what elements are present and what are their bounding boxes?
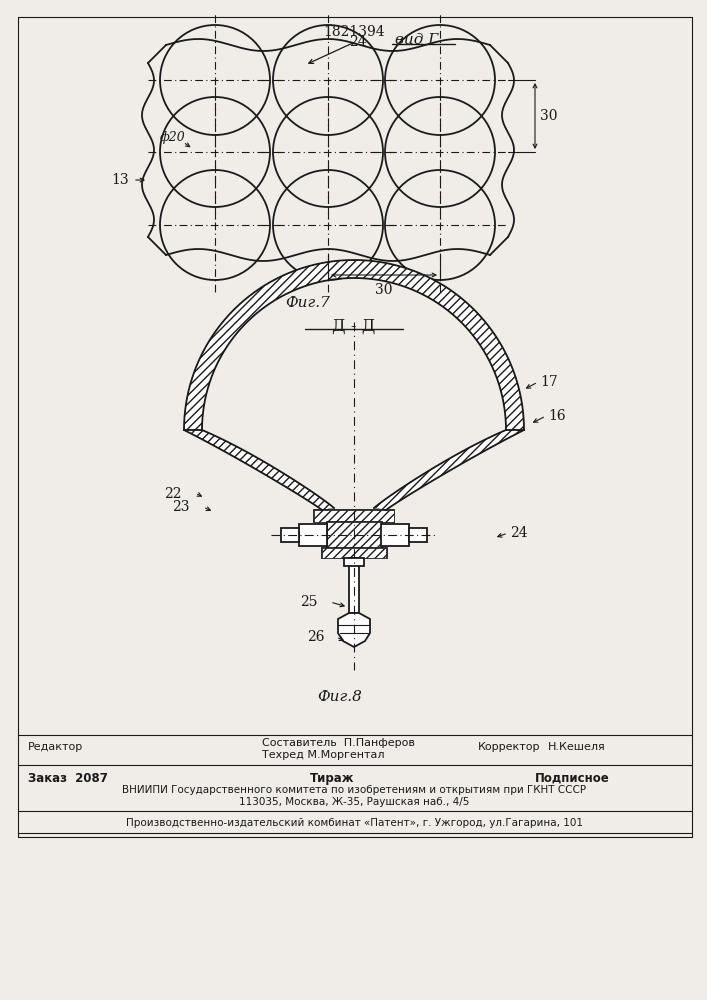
Text: 25: 25 [300,595,318,609]
Text: Фиг.8: Фиг.8 [317,690,363,704]
Text: Корректор: Корректор [478,742,540,752]
Text: 26: 26 [308,630,325,644]
Bar [344,558,364,566]
Text: 22: 22 [165,487,182,501]
Text: Н.Кешеля: Н.Кешеля [548,742,606,752]
Text: Подписное: Подписное [535,772,609,785]
Text: Составитель  П.Панферов: Составитель П.Панферов [262,738,415,748]
Text: ф20: ф20 [160,131,186,144]
Polygon shape [322,548,386,558]
Text: 16: 16 [548,409,566,423]
Text: 17: 17 [540,375,558,389]
Text: Фиг.7: Фиг.7 [286,296,330,310]
Text: Производственно-издательский комбинат «Патент», г. Ужгород, ул.Гагарина, 101: Производственно-издательский комбинат «П… [126,818,583,828]
Text: 23: 23 [173,500,190,514]
Polygon shape [338,613,370,647]
Text: 30: 30 [540,109,558,123]
Bar [314,510,394,522]
Text: Д - Д: Д - Д [332,318,375,335]
Text: 113035, Москва, Ж-35, Раушская наб., 4/5: 113035, Москва, Ж-35, Раушская наб., 4/5 [239,797,469,807]
Text: Заказ  2087: Заказ 2087 [28,772,108,785]
Text: Редактор: Редактор [28,742,83,752]
Text: 1821394: 1821394 [323,25,385,39]
Polygon shape [314,510,394,522]
Polygon shape [374,430,524,510]
Bar [327,522,382,548]
Text: 13: 13 [111,173,129,187]
Text: Тираж: Тираж [310,772,354,785]
Bar [349,558,359,613]
Text: ВНИИПИ Государственного комитета по изобретениям и открытиям при ГКНТ СССР: ВНИИПИ Государственного комитета по изоб… [122,785,586,795]
Bar [381,524,409,546]
Polygon shape [327,522,381,548]
Bar [299,524,327,546]
Bar [281,528,299,542]
Polygon shape [184,430,334,510]
Bar [409,528,427,542]
Text: Техред М.Моргентал: Техред М.Моргентал [262,750,385,760]
Bar [322,548,387,558]
Text: 30: 30 [375,283,393,297]
Text: 24: 24 [349,35,367,49]
Text: вид Г: вид Г [395,33,438,47]
Text: 24: 24 [510,526,527,540]
